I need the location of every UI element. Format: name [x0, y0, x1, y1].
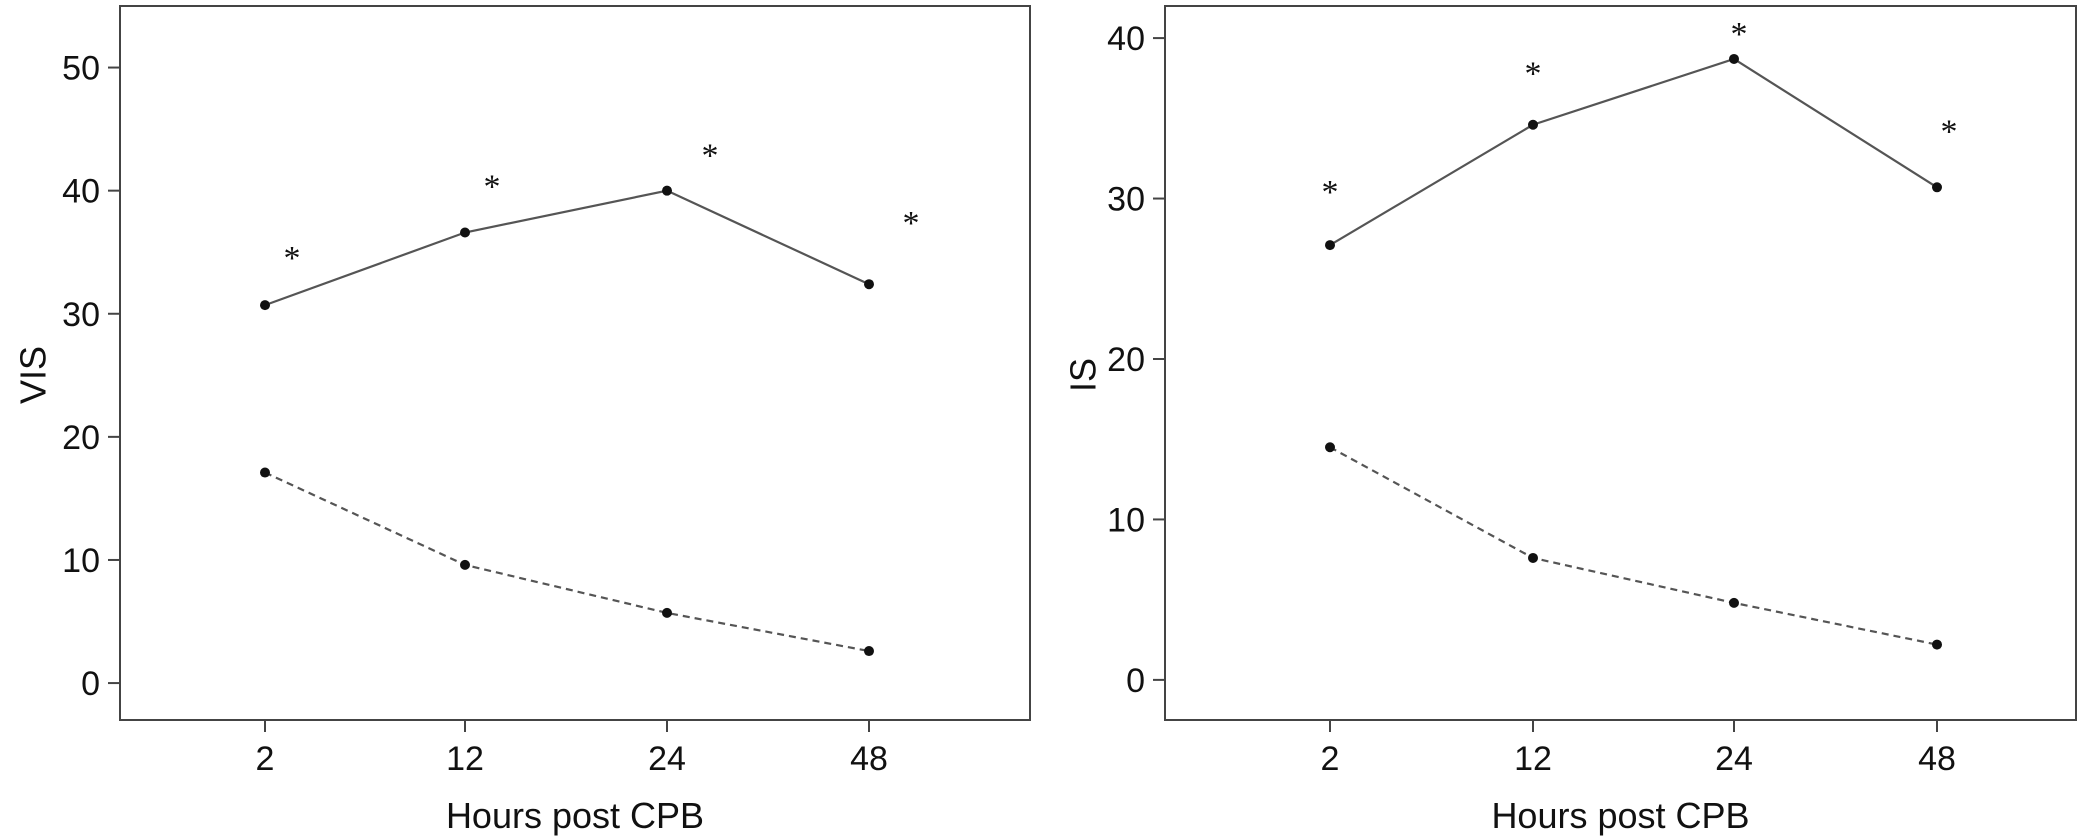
x-tick-label: 2: [1321, 740, 1340, 778]
x-tick-label: 12: [446, 740, 484, 778]
data-point: [1325, 442, 1335, 453]
data-point: [1528, 119, 1538, 130]
x-tick-label: 48: [850, 740, 888, 778]
y-tick-label: 40: [62, 173, 100, 211]
significance-star: *: [1941, 113, 1958, 150]
x-axis-label: Hours post CPB: [1491, 795, 1749, 836]
y-tick-label: 50: [62, 50, 100, 88]
is-chart: 0 10 20 30 40 2 12 24 48 Hours post CPB IS * * * *: [1063, 5, 2077, 836]
y-tick-label: 40: [1107, 20, 1145, 58]
y-tick-label: 0: [1126, 662, 1145, 700]
series-line-dashed: [264, 471, 870, 653]
data-point: [662, 607, 672, 618]
significance-star: *: [1322, 174, 1339, 211]
y-tick-label: 10: [62, 542, 100, 580]
x-tick-label: 24: [648, 740, 686, 778]
plot-frame: [1164, 5, 2077, 721]
y-tick-label: 10: [1107, 501, 1145, 539]
data-point: [1528, 552, 1538, 563]
plot-frame: [119, 5, 1031, 721]
data-point: [864, 279, 874, 290]
x-tick-label: 48: [1918, 740, 1956, 778]
data-point: [1729, 597, 1739, 608]
data-point: [460, 227, 470, 238]
x-tick-label: 12: [1514, 740, 1552, 778]
data-point: [1325, 240, 1335, 251]
x-tick-label: 24: [1715, 740, 1753, 778]
y-axis-label: VIS: [13, 346, 54, 404]
data-point: [460, 559, 470, 570]
data-point: [1932, 182, 1942, 193]
y-axis-label: IS: [1063, 358, 1104, 392]
significance-star: *: [284, 240, 301, 277]
data-point: [260, 467, 270, 478]
series-line-solid: [1329, 57, 1938, 247]
significance-star: *: [484, 169, 501, 206]
y-tick-label: 20: [62, 419, 100, 457]
y-tick-label: 0: [81, 665, 100, 703]
significance-star: *: [1731, 16, 1748, 53]
y-tick-label: 20: [1107, 341, 1145, 379]
significance-star: *: [1525, 56, 1542, 93]
is-chart-panel: 0 10 20 30 40 2 12 24 48 Hours post CPB IS * * * *: [1040, 0, 2083, 839]
significance-star: *: [702, 138, 719, 175]
series-line-solid: [264, 189, 870, 307]
data-point: [260, 300, 270, 311]
x-axis-label: Hours post CPB: [446, 795, 704, 836]
y-tick-label: 30: [62, 296, 100, 334]
vis-chart-panel: 0 10 20 30 40 50 2 12 24 48 Hours post CPB VIS * * * *: [0, 0, 1040, 839]
x-tick-label: 2: [256, 740, 275, 778]
data-point: [864, 646, 874, 657]
y-tick-label: 30: [1107, 181, 1145, 219]
data-point: [1729, 53, 1739, 64]
significance-star: *: [903, 205, 920, 242]
data-point: [662, 185, 672, 196]
data-point: [1932, 639, 1942, 650]
series-line-dashed: [1329, 446, 1938, 646]
vis-chart: 0 10 20 30 40 50 2 12 24 48 Hours post CPB VIS * * * *: [13, 5, 1031, 836]
